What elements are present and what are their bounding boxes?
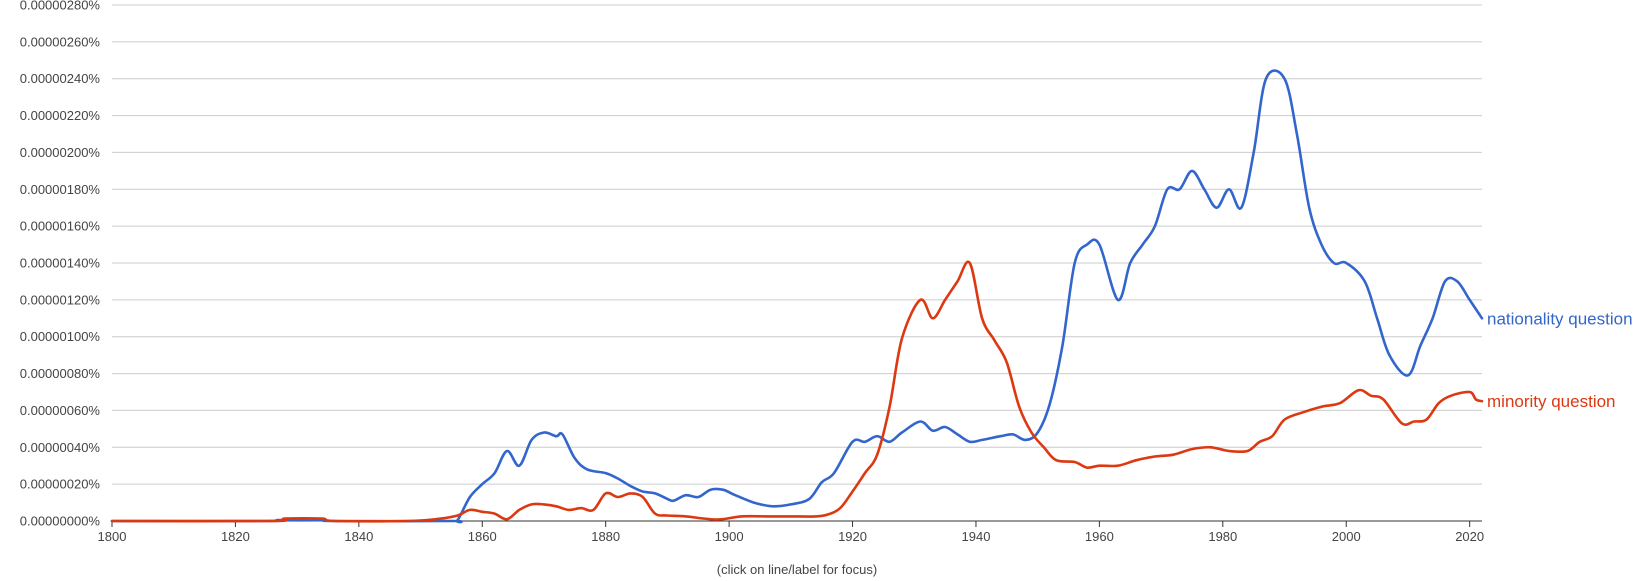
x-tick-label: 1960 bbox=[1085, 529, 1114, 544]
y-tick-label: 0.00000020% bbox=[20, 477, 101, 492]
y-tick-label: 0.00000200% bbox=[20, 145, 101, 160]
focus-hint-text: (click on line/label for focus) bbox=[716, 562, 878, 577]
y-tick-label: 0.00000260% bbox=[20, 34, 101, 49]
series-label-minority-question[interactable]: minority question bbox=[1487, 392, 1616, 411]
y-tick-label: 0.00000040% bbox=[20, 440, 101, 455]
series-label-nationality-question[interactable]: nationality question bbox=[1487, 309, 1633, 328]
x-tick-label: 1820 bbox=[221, 529, 250, 544]
y-tick-label: 0.00000140% bbox=[20, 256, 101, 271]
x-tick-label: 1980 bbox=[1208, 529, 1237, 544]
y-axis-tick-labels: 0.00000000% 0.00000020% 0.00000040% 0.00000… bbox=[20, 0, 101, 529]
gridlines bbox=[112, 4, 1482, 485]
ngram-line-chart: 0.00000000% 0.00000020% 0.00000040% 0.00000… bbox=[20, 0, 1633, 544]
y-tick-label: 0.00000240% bbox=[20, 71, 101, 86]
y-tick-label: 0.00000160% bbox=[20, 219, 101, 234]
x-tick-label: 1880 bbox=[591, 529, 620, 544]
series-line-minority-question[interactable] bbox=[110, 260, 1484, 523]
y-tick-label: 0.00000120% bbox=[20, 292, 101, 307]
y-tick-label: 0.00000060% bbox=[20, 403, 101, 418]
x-tick-label: 1840 bbox=[344, 529, 373, 544]
series-lines bbox=[110, 69, 1484, 524]
series-line-nationality-question[interactable] bbox=[110, 69, 1484, 524]
x-tick-label: 2000 bbox=[1332, 529, 1361, 544]
x-tick-label: 1800 bbox=[98, 529, 127, 544]
y-tick-label: 0.00000080% bbox=[20, 366, 101, 381]
x-axis-tick-labels: 1800 1820 1840 1860 1880 1900 1920 1940 1960 1980… bbox=[98, 521, 1484, 544]
x-tick-label: 1920 bbox=[838, 529, 867, 544]
x-tick-label: 1860 bbox=[468, 529, 497, 544]
series-end-labels: nationality question minority question bbox=[1487, 309, 1633, 411]
y-tick-label: 0.00000220% bbox=[20, 108, 101, 123]
y-tick-label: 0.00000280% bbox=[20, 0, 101, 13]
y-tick-label: 0.00000180% bbox=[20, 182, 101, 197]
y-tick-label: 0.00000000% bbox=[20, 514, 101, 529]
x-tick-label: 1940 bbox=[962, 529, 991, 544]
x-tick-label: 1900 bbox=[715, 529, 744, 544]
y-tick-label: 0.00000100% bbox=[20, 329, 101, 344]
x-tick-label: 2020 bbox=[1455, 529, 1484, 544]
